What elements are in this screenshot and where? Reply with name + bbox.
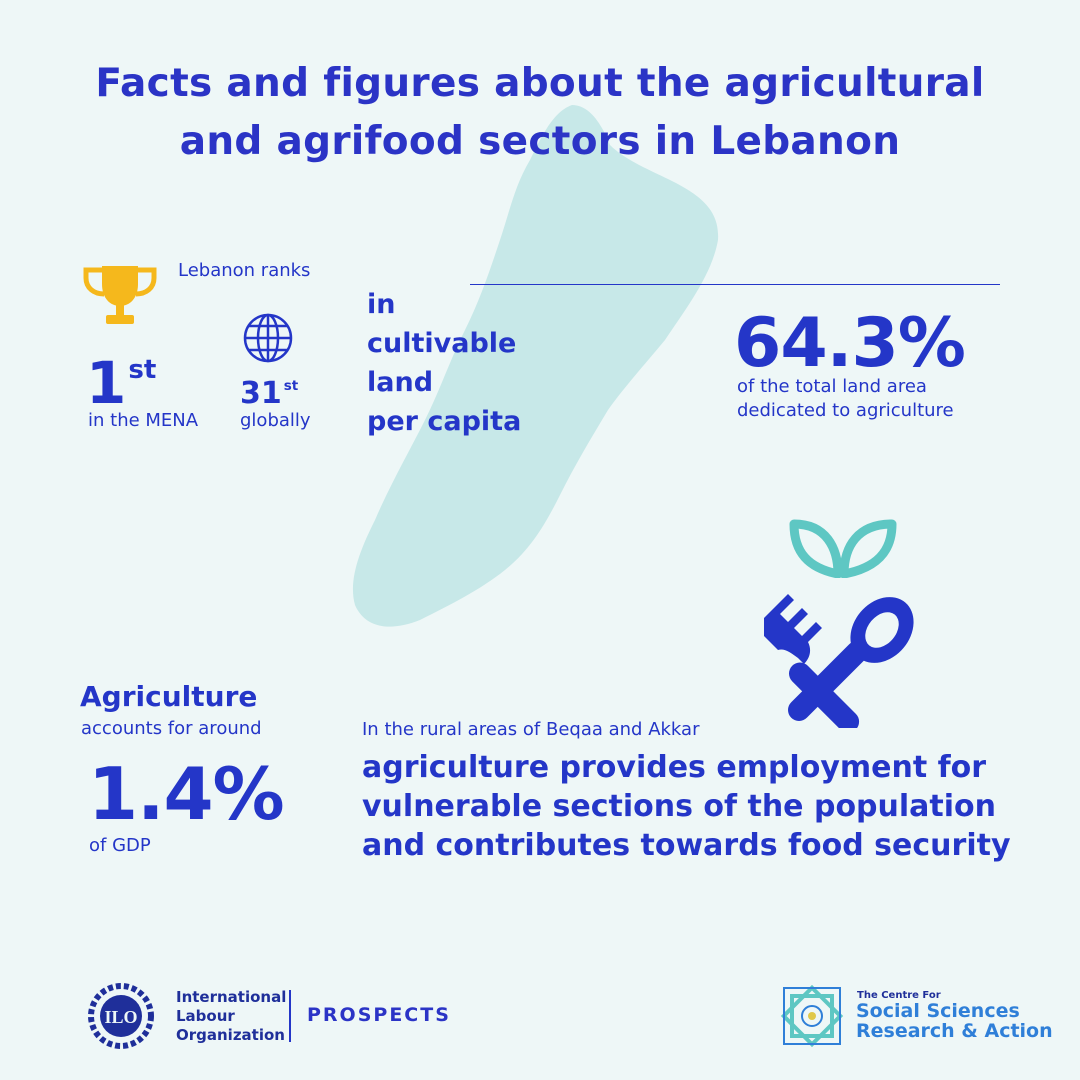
prospects-logo-text: PROSPECTS bbox=[307, 1004, 451, 1026]
land-caption-line-2: dedicated to agriculture bbox=[737, 400, 954, 421]
ilo-name-line: Organization bbox=[176, 1026, 285, 1044]
ilo-name-line: International bbox=[176, 988, 287, 1006]
rural-line: and contributes towards food security bbox=[362, 828, 1011, 863]
land-percentage: 64.3% bbox=[734, 304, 966, 383]
footer-separator bbox=[289, 990, 291, 1042]
land-caption: of the total land area dedicated to agri… bbox=[737, 375, 1017, 423]
rural-statement: agriculture provides employment for vuln… bbox=[362, 748, 1062, 865]
land-caption-line-1: of the total land area bbox=[737, 376, 927, 397]
cssra-name-line-1: Social Sciences bbox=[856, 1000, 1020, 1022]
fork-spoon-icon bbox=[764, 594, 914, 728]
rural-line: vulnerable sections of the population bbox=[362, 789, 996, 824]
rank-category: in cultivable land per capita bbox=[367, 285, 521, 441]
ilo-logo: ILO bbox=[88, 983, 154, 1049]
gdp-heading: Agriculture bbox=[80, 680, 258, 713]
trophy-icon bbox=[83, 266, 157, 324]
rural-caption: In the rural areas of Beqaa and Akkar bbox=[362, 719, 700, 740]
gdp-caption: of GDP bbox=[89, 835, 151, 856]
rank-global-suffix: st bbox=[283, 378, 299, 394]
rank-category-line: in bbox=[367, 289, 396, 320]
rank-category-line: cultivable bbox=[367, 328, 517, 359]
title-line-1: Facts and figures about the agricultural bbox=[95, 61, 985, 106]
cssra-logo bbox=[780, 984, 844, 1048]
rank-category-line: land bbox=[367, 367, 434, 398]
cssra-tagline: The Centre For bbox=[857, 990, 941, 1001]
page-title: Facts and figures about the agricultural… bbox=[40, 55, 1040, 171]
rank-global-caption: globally bbox=[240, 410, 311, 431]
rank-intro: Lebanon ranks bbox=[178, 260, 311, 281]
ilo-emblem-text: ILO bbox=[104, 1007, 137, 1027]
rank-mena-value: 1st bbox=[86, 338, 156, 415]
ilo-name-line: Labour bbox=[176, 1007, 235, 1025]
rural-line: agriculture provides employment for bbox=[362, 750, 987, 785]
divider-line bbox=[470, 284, 1000, 285]
title-line-2: and agrifood sectors in Lebanon bbox=[179, 119, 901, 164]
rank-mena-number: 1 bbox=[86, 348, 127, 417]
gdp-subheading: accounts for around bbox=[81, 718, 262, 739]
rank-category-line: per capita bbox=[367, 406, 522, 437]
lebanon-map bbox=[352, 105, 719, 627]
globe-icon bbox=[243, 313, 293, 363]
rank-mena-caption: in the MENA bbox=[88, 410, 199, 431]
rank-global-number: 31 bbox=[240, 375, 282, 411]
rank-mena-suffix: st bbox=[128, 355, 157, 385]
ilo-name: International Labour Organization bbox=[176, 988, 286, 1045]
leaf-icon bbox=[789, 519, 897, 578]
cssra-name-line-2: Research & Action bbox=[856, 1020, 1053, 1042]
gdp-percentage: 1.4% bbox=[88, 752, 285, 836]
